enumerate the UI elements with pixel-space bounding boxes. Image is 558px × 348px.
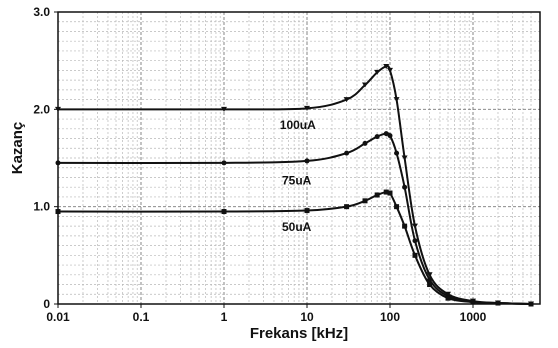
plot-frame [57,11,541,305]
data-point [412,238,418,244]
data-point [445,295,451,301]
data-point [374,134,380,140]
y-tick-label: 0 [43,297,50,311]
data-point [394,204,400,210]
data-point [427,282,433,288]
data-point [393,97,400,103]
y-tick-label: 1.0 [33,200,50,214]
data-point [304,158,310,164]
x-tick-label: 1 [221,310,228,324]
x-tick-label: 0.01 [46,310,70,324]
grid [58,12,540,304]
data-point [401,155,408,161]
data-point [362,82,369,88]
y-tick-label: 3.0 [33,5,50,19]
data-point [426,272,433,278]
data-point [344,204,350,210]
data-point [304,208,310,214]
data-point [387,67,393,73]
series-group [55,64,535,307]
series-label: 100uA [280,118,316,132]
data-point [374,69,381,75]
data-point [427,277,433,283]
x-tick-label: 0.1 [133,310,150,324]
data-point [383,131,389,137]
data-point [495,300,501,306]
data-point [402,184,408,190]
y-axis-title: Kazanç [9,122,26,175]
data-point [221,106,227,112]
x-tick-label: 1000 [460,310,487,324]
x-tick-label: 100 [380,310,400,324]
data-point [387,190,393,196]
data-point [304,105,310,111]
data-point [412,252,418,258]
x-tick-label: 10 [300,310,314,324]
tick-labels: 0.01 0.1 1 10 100 1000 0 1.0 2.0 3.0 [33,5,486,324]
data-point [362,198,368,204]
data-point [374,192,380,198]
data-point [343,97,350,103]
x-axis-title: Frekans [kHz] [250,325,348,342]
series-labels: 100uA 75uA 50uA [280,118,316,234]
data-point [221,209,227,215]
data-point [362,140,368,146]
data-point [221,160,227,166]
data-point [387,133,393,139]
y-tick-label: 2.0 [33,102,50,116]
data-point [402,223,408,229]
data-point [470,299,476,305]
data-point [344,150,350,156]
data-point [411,223,418,229]
series-label: 75uA [282,173,312,187]
series-label: 50uA [282,220,312,234]
data-point [394,150,400,156]
data-point [383,64,390,70]
data-point [383,189,389,195]
